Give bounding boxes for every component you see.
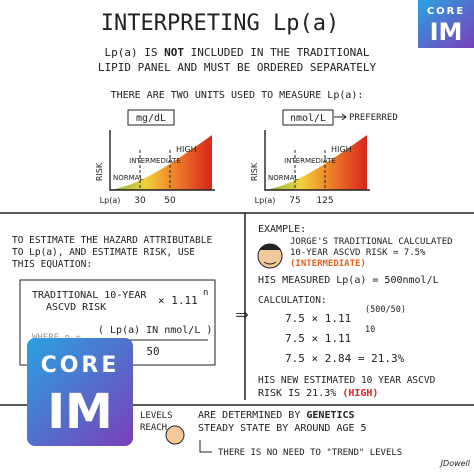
denominator: 50 (146, 345, 159, 358)
arrow (334, 113, 347, 121)
zone: NORMAL (268, 174, 298, 182)
result-category: (HIGH) (342, 388, 378, 399)
arrow (199, 440, 212, 453)
step: 7.5 × 1.11 (285, 332, 351, 345)
zone: HIGH (176, 145, 197, 154)
unit: nmol/L (290, 113, 326, 124)
result: HIS NEW ESTIMATED 10 YEAR ASCVD (258, 375, 436, 386)
badge (418, 0, 474, 48)
equation-intro: THIS EQUATION: (12, 259, 92, 270)
x-label: Lp(a) (100, 196, 121, 205)
title: INTERPRETING Lp(a) (101, 11, 339, 36)
risk-area (265, 135, 367, 190)
subtitle-part: Lp(a) IS (105, 46, 158, 59)
example-setup: 10-YEAR ASCVD RISK = 7.5% (290, 248, 426, 258)
footer-line: LEVELS (140, 411, 173, 421)
zone: HIGH (331, 145, 352, 154)
badge-text: CORE (427, 6, 465, 17)
unit-box (282, 109, 334, 126)
risk-term: TRADITIONAL 10-YEAR (32, 290, 147, 301)
unit-box (127, 109, 175, 126)
subtitle: Lp(a) IS NOT INCLUDED IN THE TRADITIONAL (105, 46, 370, 59)
risk-area (110, 135, 212, 190)
example-measured: HIS MEASURED Lp(a) = 500nmol/L (258, 275, 439, 286)
cutoff: 125 (316, 196, 333, 206)
footer-fact-part: ARE DETERMINED BY (198, 410, 300, 421)
exponent: n (203, 288, 208, 298)
arrow: ⇒ (235, 305, 248, 324)
logo-text: IM (47, 384, 113, 440)
logo (27, 338, 133, 446)
footer-fact: ARE DETERMINED BY GENETICS (198, 410, 355, 421)
equation-intro: TO ESTIMATE THE HAZARD ATTRIBUTABLE (12, 235, 212, 246)
step: 7.5 × 2.84 = 21.3% (285, 352, 405, 365)
step-exponent: 10 (365, 325, 375, 335)
example-setup: JORGE'S TRADITIONAL CALCULATED (290, 237, 453, 247)
result-part: RISK IS 21.3% (258, 388, 336, 399)
axes (264, 130, 370, 191)
signature: JDowell (439, 459, 471, 468)
numerator: ( Lp(a) IN nmol/L ) (98, 325, 212, 336)
risk-term: ASCVD RISK (46, 302, 106, 313)
subtitle: LIPID PANEL AND MUST BE ORDERED SEPARATE… (98, 61, 377, 74)
footer-fact: STEADY STATE BY AROUND AGE 5 (198, 423, 367, 434)
footer-note: THERE IS NO NEED TO "TREND" LEVELS (218, 448, 402, 458)
avatar-mouth (263, 261, 277, 265)
axis-label: RISK (250, 162, 259, 181)
subtitle-part: INCLUDED IN THE TRADITIONAL (191, 46, 370, 59)
axes (109, 130, 215, 191)
subtitle-emphasis: NOT (164, 46, 184, 59)
result: RISK IS 21.3% (HIGH) (258, 388, 378, 399)
logo-text: CORE (41, 353, 120, 378)
units-intro: THERE ARE TWO UNITS USED TO MEASURE Lp(a… (111, 90, 364, 101)
zone: NORMAL (113, 174, 143, 182)
avatar-hair (259, 244, 281, 250)
x-label: Lp(a) (255, 196, 276, 205)
step: 7.5 × 1.11 (285, 312, 351, 325)
footer-emphasis: GENETICS (306, 410, 354, 421)
zone: INTERMEDIATE (129, 157, 181, 165)
example-category: (INTERMEDIATE) (290, 259, 366, 269)
cutoff: 75 (289, 196, 300, 206)
unit: mg/dL (136, 113, 166, 124)
badge-text: IM (430, 18, 463, 46)
cutoff: 50 (164, 196, 176, 206)
baby (165, 425, 185, 445)
calculation-label: CALCULATION: (258, 295, 327, 306)
zone: INTERMEDIATE (284, 157, 336, 165)
multiplier: × 1.11 (158, 294, 198, 307)
unit-note: PREFERRED (349, 113, 398, 123)
example-label: EXAMPLE: (258, 224, 306, 235)
equation-intro: TO Lp(a), AND ESTIMATE RISK, USE (12, 247, 195, 258)
axis-label: RISK (95, 162, 104, 181)
footer-line: REACH (140, 423, 167, 433)
cutoff: 30 (134, 196, 146, 206)
step-exponent: (500/50) (365, 305, 406, 315)
